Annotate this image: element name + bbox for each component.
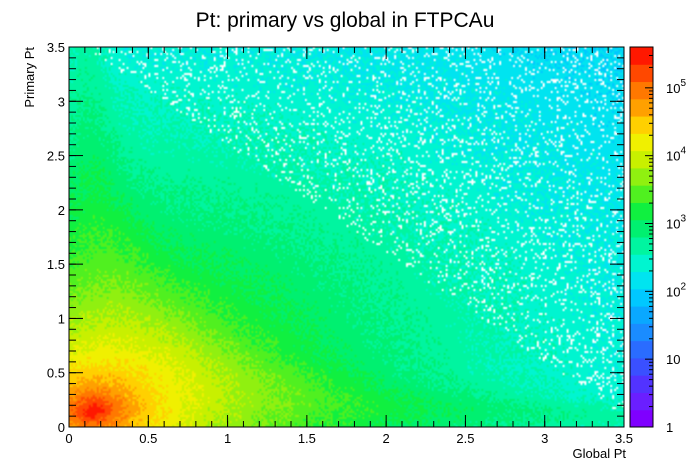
y-tick-label: 2 xyxy=(58,203,65,218)
color-scale-step xyxy=(630,254,653,273)
y-tick-label: 1 xyxy=(58,311,65,326)
plot-frame xyxy=(68,46,625,428)
x-tick-label: 2.5 xyxy=(456,431,474,446)
color-scale-step xyxy=(630,47,653,65)
color-scale-step xyxy=(630,409,653,428)
color-scale-step xyxy=(630,392,653,411)
y-tick-label: 0.5 xyxy=(47,366,65,381)
color-scale-step xyxy=(630,98,653,117)
color-scale-step xyxy=(630,150,653,169)
color-scale-step xyxy=(630,306,653,324)
x-tick-label: 0.5 xyxy=(139,431,157,446)
color-scale-step xyxy=(630,202,653,221)
z-tick-label: 102 xyxy=(666,281,686,299)
color-scale-step xyxy=(630,237,653,255)
z-tick-label: 1 xyxy=(666,420,673,435)
color-scale-step xyxy=(630,116,653,134)
z-tick-label: 10 xyxy=(666,352,680,367)
color-scale-step xyxy=(630,167,653,186)
x-tick-label: 1.5 xyxy=(298,431,316,446)
color-scale-step xyxy=(630,133,653,152)
chart-title: Pt: primary vs global in FTPCAu xyxy=(196,9,495,32)
y-tick-label: 3.5 xyxy=(47,40,65,55)
color-scale-step xyxy=(630,64,653,83)
color-scale-step xyxy=(630,340,653,359)
x-axis-label: Global Pt xyxy=(573,446,627,461)
y-axis: 0 0.5 1 1.5 2 2.5 3 3.5 xyxy=(47,40,624,435)
color-scale-frame xyxy=(629,46,654,428)
color-scale-step xyxy=(630,271,653,290)
color-scale-step xyxy=(630,288,653,307)
color-scale-step xyxy=(630,375,653,393)
x-tick-label: 0 xyxy=(65,431,72,446)
z-tick-label: 104 xyxy=(666,146,686,164)
color-scale-step xyxy=(630,185,653,203)
y-tick-label: 2.5 xyxy=(47,149,65,164)
color-scale-step xyxy=(630,81,653,100)
x-axis: 0 0.5 1 1.5 2 2.5 3 3.5 xyxy=(65,47,633,446)
color-scale-axis: 1 10 102 103 104 105 xyxy=(645,46,686,435)
plot-area xyxy=(68,46,625,428)
y-axis-label: Primary Pt xyxy=(22,47,37,108)
y-tick-label: 3 xyxy=(58,94,65,109)
z-tick-label: 105 xyxy=(666,78,686,96)
x-tick-label: 1 xyxy=(224,431,231,446)
x-tick-label: 3 xyxy=(541,431,548,446)
heatmap-cells xyxy=(69,47,624,427)
y-tick-label: 1.5 xyxy=(47,257,65,272)
x-tick-label: 2 xyxy=(383,431,390,446)
color-scale-step xyxy=(630,357,653,376)
z-tick-label: 103 xyxy=(666,214,686,232)
color-scale-step xyxy=(630,219,653,238)
color-scale-bar xyxy=(629,46,654,428)
color-scale-step xyxy=(630,323,653,342)
y-tick-label: 0 xyxy=(58,420,65,435)
x-tick-label: 3.5 xyxy=(615,431,633,446)
